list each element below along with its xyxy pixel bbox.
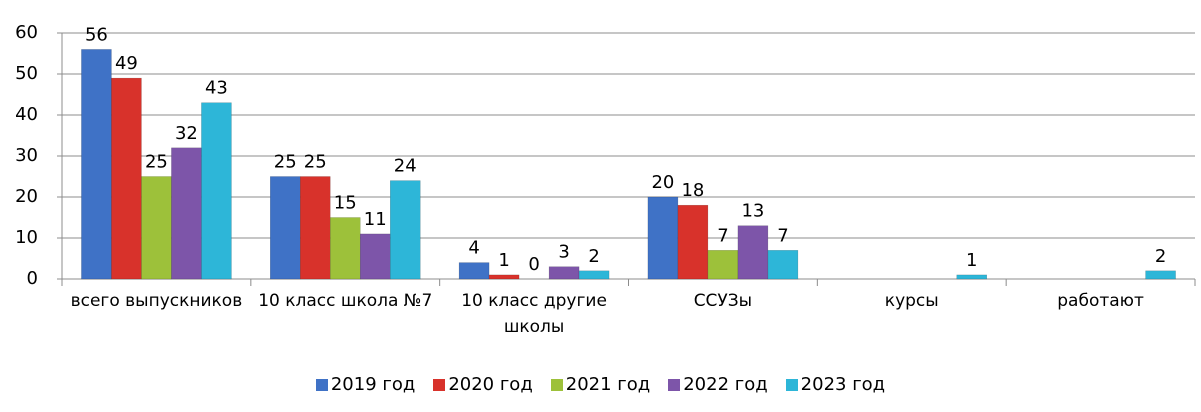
x-tick-label: курсы <box>884 291 939 311</box>
bar <box>201 102 232 280</box>
legend-label: 2022 год <box>683 374 768 395</box>
value-label: 25 <box>304 152 327 173</box>
value-label: 32 <box>175 123 198 144</box>
bar <box>488 274 520 280</box>
bar <box>737 225 769 280</box>
value-label: 2 <box>1155 246 1166 267</box>
value-label: 4 <box>468 238 479 259</box>
value-label: 11 <box>364 209 387 230</box>
bar <box>360 233 391 280</box>
y-tick-label: 30 <box>15 145 38 166</box>
bar <box>111 77 142 280</box>
legend-swatch <box>785 378 798 391</box>
bar <box>270 176 301 280</box>
bar <box>330 217 361 280</box>
value-label: 20 <box>651 172 674 193</box>
value-label: 25 <box>274 152 297 173</box>
legend-item: 2020 год <box>433 374 533 395</box>
legend-label: 2021 год <box>565 374 651 395</box>
legend-item: 2022 год <box>668 374 768 395</box>
legend: 2019 год 2020 год 2021 год 2022 год 2023 год <box>0 374 1201 395</box>
value-label: 13 <box>741 201 764 222</box>
value-label: 7 <box>717 225 728 246</box>
value-label: 3 <box>558 242 569 263</box>
value-label: 2 <box>588 246 599 267</box>
bar <box>707 250 739 280</box>
bar <box>81 49 112 280</box>
value-label: 18 <box>681 180 704 201</box>
legend-swatch <box>315 378 328 391</box>
y-tick-label: 20 <box>15 186 38 207</box>
y-tick-label: 50 <box>15 63 38 84</box>
value-label: 7 <box>777 225 788 246</box>
bar <box>677 204 709 280</box>
value-label: 0 <box>528 254 539 275</box>
legend-label: 2019 год <box>330 374 416 395</box>
bar <box>956 274 987 280</box>
x-tick-label: ССУЗы <box>693 291 753 311</box>
value-label: 24 <box>394 156 417 177</box>
value-label: 1 <box>498 250 509 271</box>
bar <box>171 147 202 280</box>
legend-label: 2020 год <box>448 374 533 395</box>
x-tick-label: работают <box>1057 291 1144 311</box>
bar <box>767 250 799 280</box>
y-tick-label: 40 <box>15 104 38 125</box>
x-tick-label: 10 класс другие школы <box>461 291 607 337</box>
value-label: 56 <box>85 24 108 45</box>
legend-swatch <box>433 378 446 391</box>
value-label: 43 <box>205 78 228 99</box>
value-label: 15 <box>334 193 357 214</box>
bar <box>300 176 331 280</box>
y-tick-label: 0 <box>27 268 38 289</box>
bar <box>548 266 580 280</box>
value-label: 49 <box>115 53 138 74</box>
legend-swatch <box>668 378 681 391</box>
y-tick-label: 10 <box>15 227 38 248</box>
bar <box>390 180 421 280</box>
x-tick-label: 10 класс школа №7 <box>258 291 433 311</box>
value-label: 1 <box>966 250 977 271</box>
legend-label: 2023 год <box>800 374 886 395</box>
legend-item: 2021 год <box>550 374 651 395</box>
bar <box>647 196 679 280</box>
y-tick-label: 60 <box>15 22 38 43</box>
value-label: 25 <box>145 152 168 173</box>
bar <box>578 270 610 280</box>
x-tick-label: всего выпускников <box>70 291 243 311</box>
legend-item: 2023 год <box>785 374 886 395</box>
legend-swatch <box>550 378 563 391</box>
bar <box>458 262 490 280</box>
bar <box>1145 270 1176 280</box>
legend-item: 2019 год <box>315 374 416 395</box>
bar <box>141 176 172 280</box>
